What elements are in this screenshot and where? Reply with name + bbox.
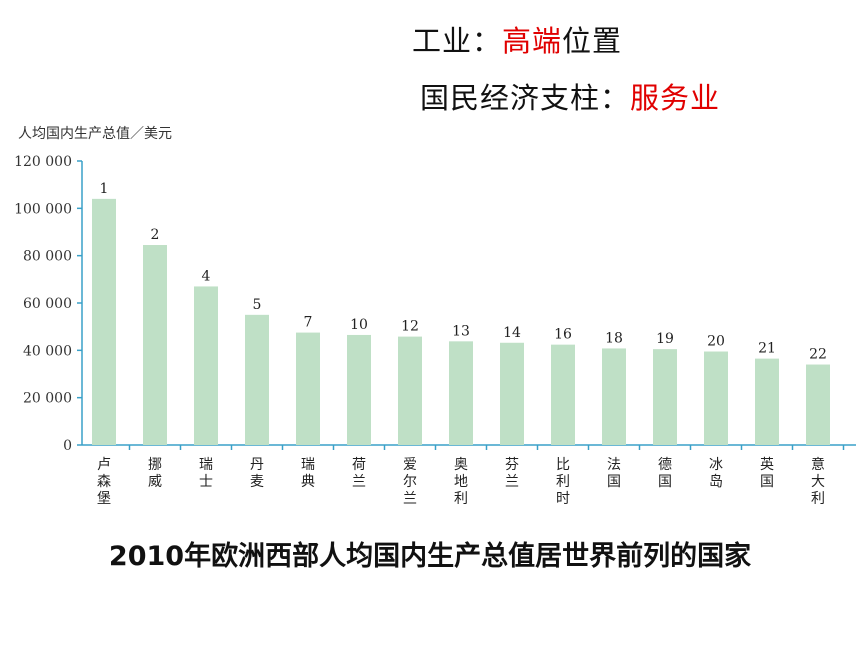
- bar: [245, 314, 269, 445]
- headline-industry-highlight: 高端: [502, 24, 563, 58]
- bar: [755, 358, 779, 445]
- category-label: 荷兰: [352, 457, 366, 490]
- y-tick-label: 100 000: [14, 201, 72, 217]
- y-tick-label: 120 000: [14, 154, 72, 170]
- headline-economy-highlight: 服务业: [630, 81, 721, 115]
- category-label: 意大利: [811, 456, 825, 507]
- category-label: 爱尔兰: [403, 457, 417, 507]
- rank-label: 13: [452, 323, 470, 339]
- headline-economy-label: 国民经济支柱：: [420, 81, 631, 115]
- rank-label: 7: [304, 315, 313, 331]
- rank-label: 5: [253, 297, 262, 313]
- rank-label: 14: [503, 325, 521, 341]
- headline-industry: 工业：高端位置: [412, 18, 622, 60]
- bar: [551, 344, 575, 445]
- gdp-bar-chart: 人均国内生产总值／美元 0 20 000 40 000 60 000 80 000 100 …: [14, 126, 856, 507]
- rank-label: 16: [554, 327, 572, 343]
- rank-label: 1: [100, 181, 109, 197]
- category-label: 卢森堡: [97, 457, 111, 507]
- category-label: 法国: [607, 457, 621, 490]
- category-label: 芬兰: [505, 457, 519, 490]
- bar: [500, 342, 524, 445]
- bar: [143, 245, 167, 445]
- y-tick-label: 0: [63, 438, 72, 454]
- rank-label: 4: [202, 268, 211, 284]
- y-tick-label: 40 000: [23, 343, 72, 359]
- category-label: 瑞典: [301, 457, 315, 490]
- headline-economy: 国民经济支柱：服务业: [420, 75, 720, 117]
- category-label: 丹麦: [250, 457, 264, 490]
- rank-label: 22: [809, 347, 827, 363]
- y-tick-label: 60 000: [23, 296, 72, 312]
- category-label: 英国: [760, 456, 774, 490]
- rank-label: 18: [605, 330, 623, 346]
- bar: [602, 348, 626, 445]
- bar: [398, 336, 422, 445]
- headline-industry-suffix: 位置: [562, 24, 623, 58]
- category-label: 瑞士: [199, 457, 213, 490]
- bar: [653, 349, 677, 445]
- rank-label: 21: [758, 341, 776, 357]
- headline-industry-label: 工业：: [412, 24, 503, 58]
- chart-caption: 2010年欧洲西部人均国内生产总值居世界前列的国家: [108, 541, 752, 572]
- bar: [296, 332, 320, 445]
- y-axis-label: 人均国内生产总值／美元: [18, 126, 172, 142]
- bar: [92, 198, 116, 445]
- rank-label: 12: [401, 319, 419, 335]
- category-label: 比利时: [556, 457, 570, 507]
- category-label: 冰岛: [709, 457, 723, 490]
- y-tick-label: 80 000: [23, 249, 72, 265]
- bar: [347, 334, 371, 445]
- bar: [704, 351, 728, 445]
- rank-label: 10: [350, 317, 368, 333]
- bar: [449, 341, 473, 445]
- y-tick-label: 20 000: [23, 391, 72, 407]
- category-label: 奥地利: [454, 456, 468, 507]
- rank-label: 19: [656, 331, 674, 347]
- rank-label: 20: [707, 334, 725, 350]
- bar: [194, 286, 218, 445]
- category-label: 挪威: [148, 457, 162, 490]
- category-label: 德国: [658, 457, 672, 490]
- rank-label: 2: [151, 227, 160, 243]
- bar: [806, 364, 830, 445]
